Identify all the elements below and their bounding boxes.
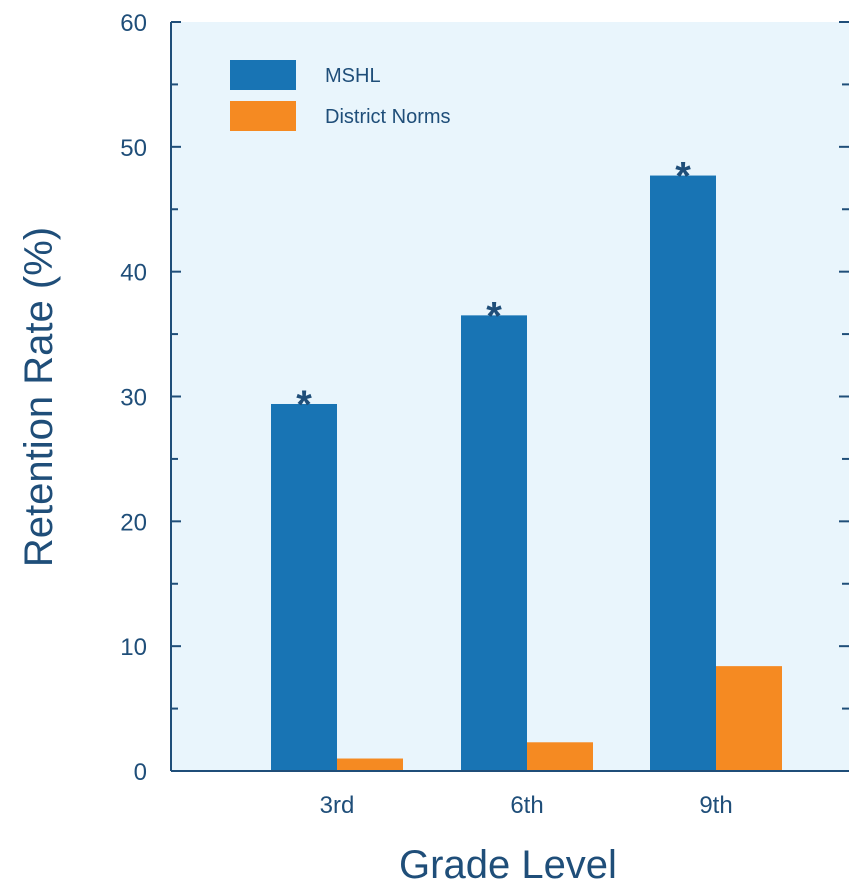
- y-tick-label: 30: [120, 385, 147, 412]
- y-tick-label: 0: [134, 759, 147, 786]
- x-tick-label: 3rd: [320, 792, 355, 819]
- y-tick-label: 20: [120, 509, 147, 536]
- significance-marker: *: [296, 383, 312, 427]
- x-tick-label: 6th: [510, 792, 543, 819]
- y-tick-label: 40: [120, 260, 147, 287]
- x-tick-label: 9th: [699, 792, 732, 819]
- y-tick-label: 50: [120, 135, 147, 162]
- y-axis-title: Retention Rate (%): [17, 227, 61, 567]
- bar-mshl-9th: [650, 176, 716, 771]
- y-tick-label: 60: [120, 10, 147, 37]
- bar-mshl-3rd: [271, 404, 337, 771]
- legend-swatch-mshl: [230, 60, 296, 90]
- bar-mshl-6th: [461, 315, 527, 771]
- legend-swatch-district-norms: [230, 101, 296, 131]
- bar-district-norms-9th: [716, 666, 782, 771]
- bar-district-norms-3rd: [337, 759, 403, 771]
- significance-marker: *: [486, 294, 502, 338]
- bar-district-norms-6th: [527, 742, 593, 771]
- significance-marker: *: [675, 155, 691, 199]
- y-tick-label: 10: [120, 634, 147, 661]
- legend-label: MSHL: [325, 65, 381, 87]
- x-axis-title: Grade Level: [399, 843, 617, 883]
- legend-label: District Norms: [325, 106, 451, 128]
